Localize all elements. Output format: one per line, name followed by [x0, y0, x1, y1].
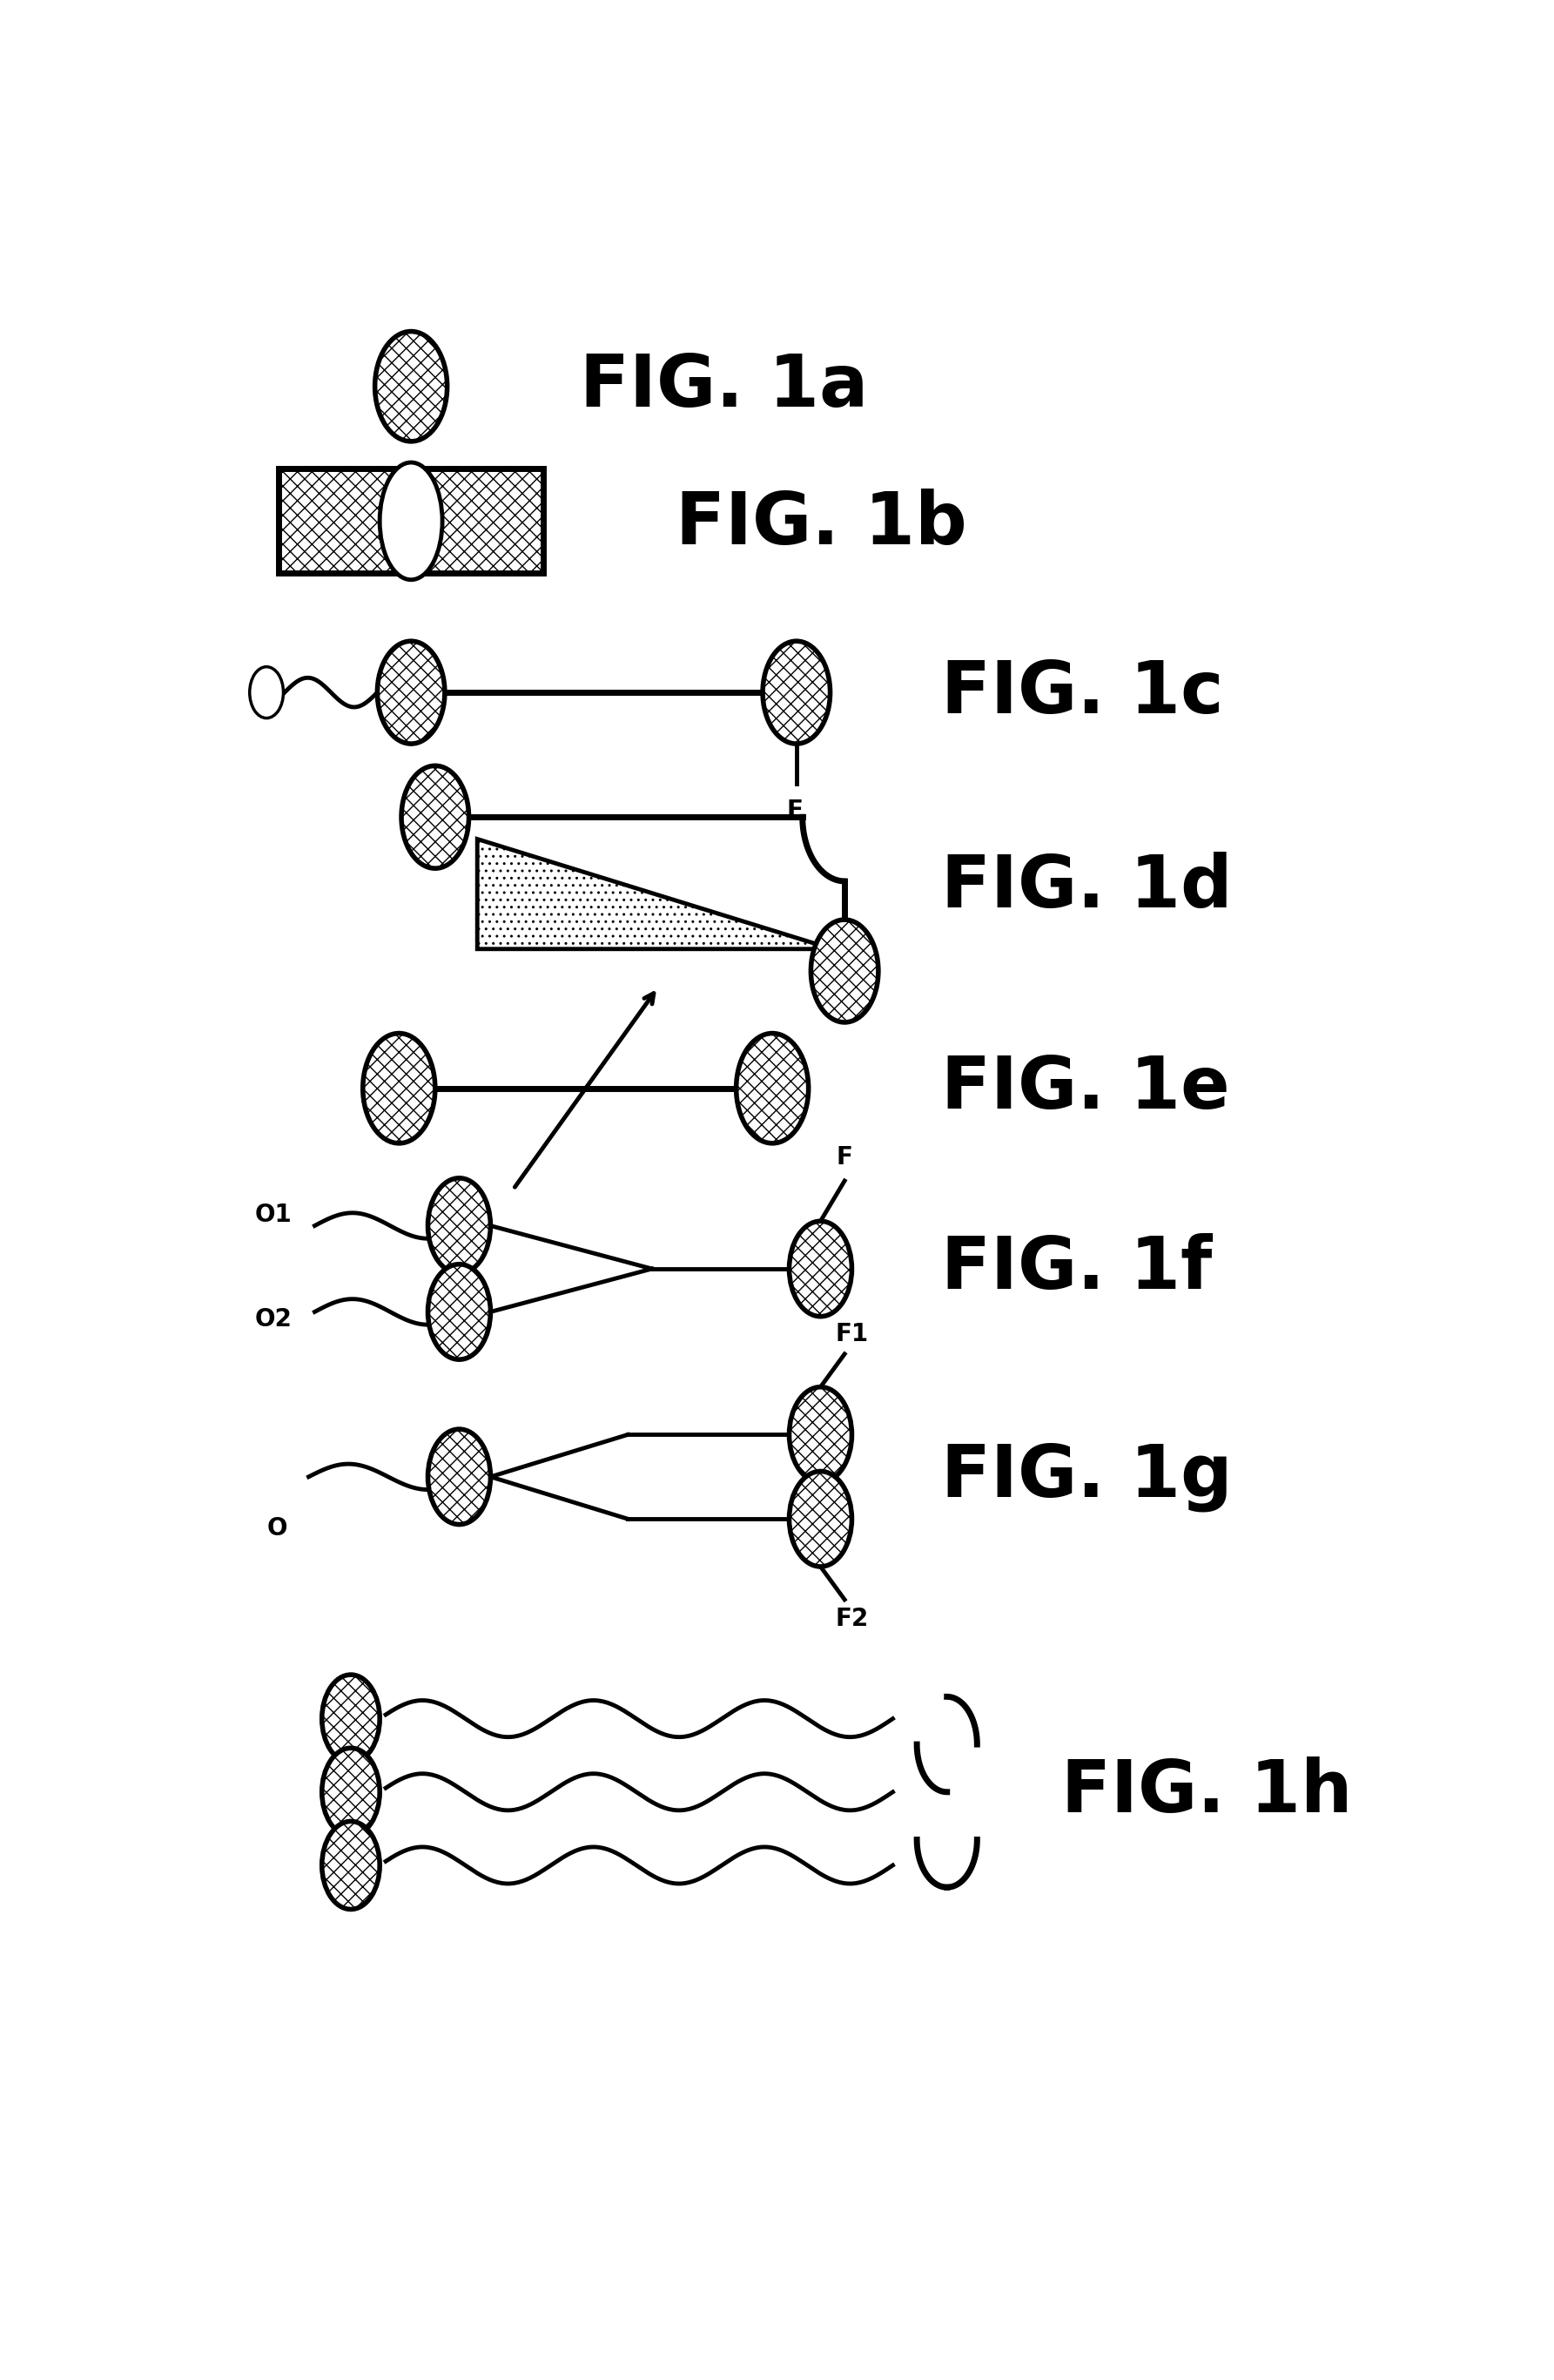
Ellipse shape	[811, 919, 878, 1023]
Ellipse shape	[322, 1821, 379, 1909]
Ellipse shape	[737, 1033, 808, 1142]
Text: F: F	[786, 800, 803, 823]
Ellipse shape	[427, 1264, 491, 1359]
Text: FIG. 1h: FIG. 1h	[1061, 1756, 1352, 1828]
Text: FIG. 1c: FIG. 1c	[942, 657, 1223, 728]
Text: FIG. 1g: FIG. 1g	[942, 1442, 1232, 1511]
Text: O2: O2	[255, 1307, 292, 1330]
Ellipse shape	[427, 1428, 491, 1526]
Text: O1: O1	[255, 1202, 292, 1228]
Text: FIG. 1f: FIG. 1f	[942, 1233, 1212, 1304]
Text: FIG. 1a: FIG. 1a	[580, 352, 869, 421]
Ellipse shape	[375, 331, 448, 440]
Ellipse shape	[364, 1033, 435, 1142]
Ellipse shape	[378, 640, 444, 743]
Ellipse shape	[322, 1676, 379, 1764]
Polygon shape	[477, 840, 833, 950]
Ellipse shape	[789, 1221, 852, 1316]
Ellipse shape	[322, 1747, 379, 1835]
Bar	[278, 469, 544, 574]
Ellipse shape	[763, 640, 830, 743]
Ellipse shape	[427, 1178, 491, 1273]
Text: F1: F1	[834, 1323, 869, 1347]
Text: F2: F2	[834, 1607, 869, 1630]
Ellipse shape	[401, 766, 469, 869]
Ellipse shape	[789, 1388, 852, 1483]
Text: FIG. 1d: FIG. 1d	[942, 852, 1232, 921]
Ellipse shape	[789, 1471, 852, 1566]
Text: F: F	[836, 1145, 853, 1171]
Text: FIG. 1b: FIG. 1b	[676, 488, 968, 559]
Text: O: O	[267, 1516, 287, 1540]
Circle shape	[250, 666, 283, 719]
Text: FIG. 1e: FIG. 1e	[942, 1052, 1229, 1123]
Ellipse shape	[379, 462, 443, 581]
